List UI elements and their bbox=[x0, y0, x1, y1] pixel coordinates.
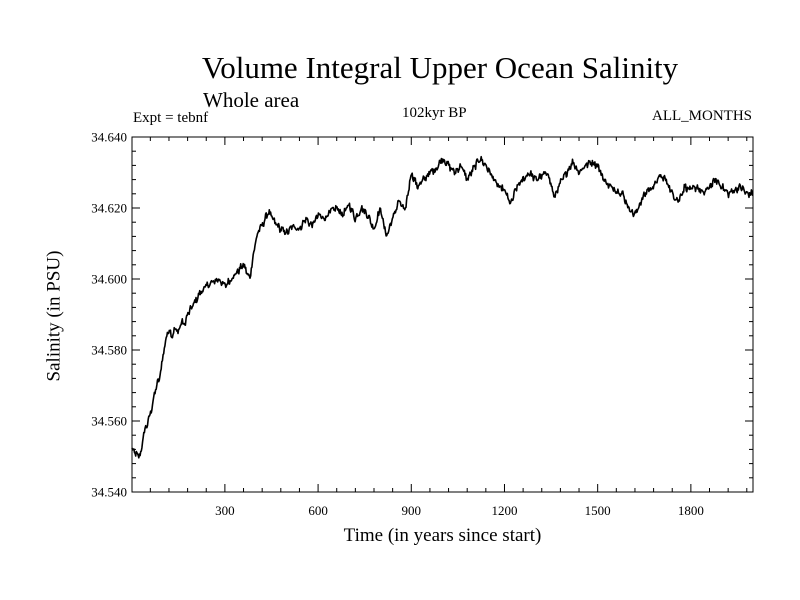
y-tick-label: 34.540 bbox=[91, 485, 127, 500]
months-label: ALL_MONTHS bbox=[652, 108, 752, 124]
period-label: 102kyr BP bbox=[402, 105, 467, 121]
experiment-label: Expt = tebnf bbox=[133, 110, 209, 126]
plot-frame bbox=[131, 136, 754, 493]
salinity-series-line bbox=[131, 155, 754, 459]
y-tick-label: 34.640 bbox=[91, 130, 127, 145]
x-tick-label: 1200 bbox=[491, 503, 517, 518]
x-tick-label: 1500 bbox=[585, 503, 611, 518]
x-tick-label: 1800 bbox=[678, 503, 704, 518]
y-tick-label: 34.620 bbox=[91, 201, 127, 216]
chart-title: Volume Integral Upper Ocean Salinity bbox=[201, 50, 679, 85]
chart-subtitle: Whole area bbox=[203, 88, 300, 112]
x-tick-label: 600 bbox=[308, 503, 328, 518]
x-tick-label: 900 bbox=[402, 503, 422, 518]
x-tick-label: 300 bbox=[215, 503, 235, 518]
y-tick-label: 34.580 bbox=[91, 343, 127, 358]
y-tick-label: 34.600 bbox=[91, 272, 127, 287]
x-axis-label: Time (in years since start) bbox=[343, 525, 542, 546]
y-tick-label: 34.560 bbox=[91, 414, 127, 429]
axis-ticks: 300 600 900 1200 1500 1800 34.540 34.560 34.580 3… bbox=[91, 130, 753, 518]
series-layer bbox=[131, 155, 754, 459]
